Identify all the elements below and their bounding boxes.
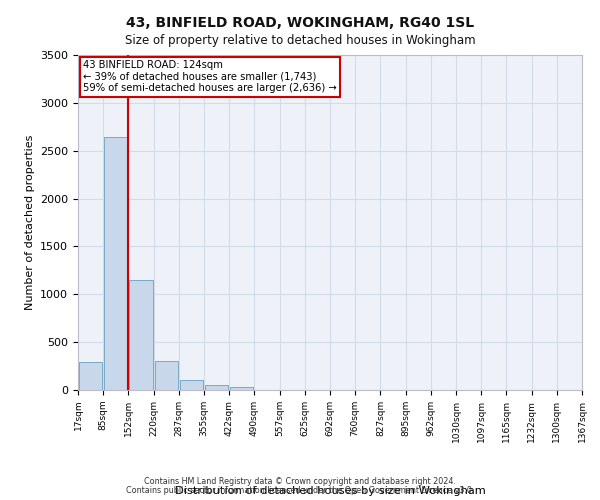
Bar bbox=[79, 362, 102, 390]
Bar bbox=[180, 380, 203, 390]
Bar bbox=[205, 385, 228, 390]
Text: Contains public sector information licensed under the Open Government Licence v3: Contains public sector information licen… bbox=[126, 486, 474, 495]
Text: Size of property relative to detached houses in Wokingham: Size of property relative to detached ho… bbox=[125, 34, 475, 47]
X-axis label: Distribution of detached houses by size in Wokingham: Distribution of detached houses by size … bbox=[175, 486, 485, 496]
Bar bbox=[230, 387, 253, 390]
Y-axis label: Number of detached properties: Number of detached properties bbox=[25, 135, 35, 310]
Text: Contains HM Land Registry data © Crown copyright and database right 2024.: Contains HM Land Registry data © Crown c… bbox=[144, 477, 456, 486]
Text: 43 BINFIELD ROAD: 124sqm
← 39% of detached houses are smaller (1,743)
59% of sem: 43 BINFIELD ROAD: 124sqm ← 39% of detach… bbox=[83, 60, 337, 93]
Bar bbox=[130, 280, 152, 390]
Bar bbox=[104, 138, 127, 390]
Text: 43, BINFIELD ROAD, WOKINGHAM, RG40 1SL: 43, BINFIELD ROAD, WOKINGHAM, RG40 1SL bbox=[126, 16, 474, 30]
Bar bbox=[155, 362, 178, 390]
